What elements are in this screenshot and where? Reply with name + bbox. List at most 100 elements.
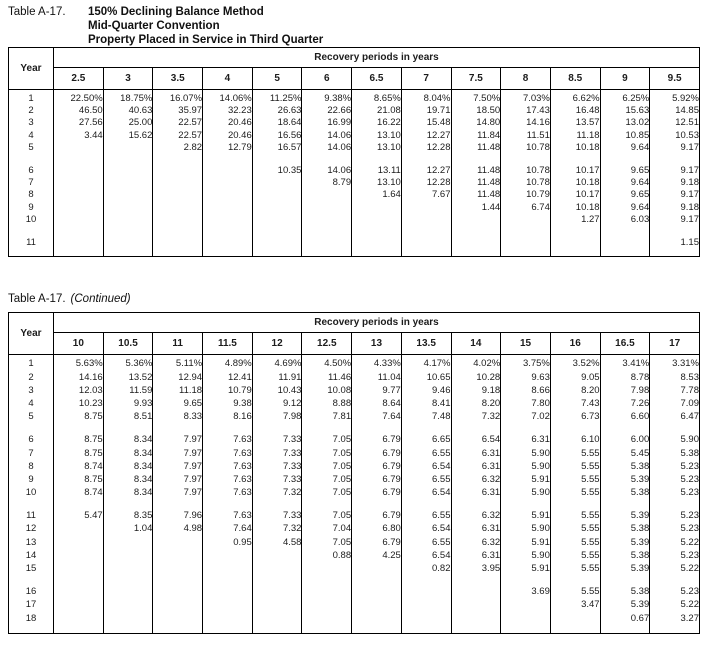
spacer-cell (152, 423, 204, 434)
value-cell: 9.05 (549, 370, 601, 385)
value-cell: 14.06% (202, 92, 253, 105)
spacer-cell (102, 226, 154, 237)
value-cell (102, 236, 154, 249)
value-cell: 22.57 (152, 129, 204, 143)
spacer-cell (53, 625, 104, 634)
value-cell: 15.48 (400, 117, 452, 130)
value-cell: 14.16 (53, 370, 104, 385)
spacer-cell (251, 499, 303, 510)
value-cell (301, 236, 353, 249)
spacer-cell (251, 625, 303, 634)
spacer-cell (301, 226, 353, 237)
value-cell: 5.55 (549, 562, 601, 576)
value-cell: 7.63 (202, 433, 253, 447)
value-cell (301, 611, 353, 626)
value-cell: 7.48 (400, 410, 452, 424)
value-cell: 7.63 (202, 473, 253, 487)
value-cell: 5.22 (649, 536, 700, 550)
value-cell: 5.55 (549, 486, 601, 500)
table-row: 5 8.75 8.51 8.33 8.16 7.98 7.81 7.64 7.48 7.32 7.0… (8, 410, 700, 424)
table-row: 11 1.15 (8, 236, 700, 249)
spacer-cell (202, 248, 253, 257)
period-column-header: 12 (251, 332, 303, 356)
spacer-cell (549, 248, 601, 257)
year-cell: 10 (8, 486, 54, 500)
value-cell (450, 236, 502, 249)
value-cell: 10.35 (251, 164, 303, 177)
period-column-header: 5 (251, 67, 303, 90)
spacer-cell (102, 423, 154, 434)
value-cell: 5.22 (649, 598, 700, 612)
value-cell: 6.79 (351, 433, 402, 447)
value-cell: 5.45 (599, 446, 651, 461)
table-row: 9 8.75 8.34 7.97 7.63 7.33 7.05 6.79 6.55 6.32 5.9… (8, 473, 700, 487)
value-cell (152, 611, 204, 626)
value-cell (351, 611, 402, 626)
table1-title-line3: Property Placed in Service in Third Quar… (88, 34, 324, 46)
value-cell (152, 164, 204, 177)
value-cell: 9.18 (450, 384, 502, 398)
value-cell: 4.25 (351, 549, 402, 563)
value-cell: 26.63 (251, 104, 303, 118)
value-cell: 9.77 (351, 384, 402, 398)
value-cell: 5.90 (500, 549, 551, 563)
value-cell: 8.64 (351, 397, 402, 411)
value-cell: 6.74 (500, 201, 551, 215)
value-cell: 12.51 (649, 117, 700, 130)
value-cell: 9.17 (649, 189, 700, 202)
value-cell (251, 201, 303, 215)
value-cell (53, 549, 104, 563)
table1-label: Table A-17. (8, 6, 66, 18)
value-cell: 7.05 (301, 486, 353, 500)
value-cell: 6.31 (500, 433, 551, 447)
value-cell (450, 598, 502, 612)
table2-caption: Table A-17. (Continued) (8, 287, 703, 306)
value-cell: 6.79 (351, 536, 402, 550)
value-cell: 3.47 (549, 598, 601, 612)
value-cell: 7.63 (202, 486, 253, 500)
spacer-cell (649, 625, 700, 634)
spacer-cell (450, 499, 502, 510)
value-cell: 11.59 (102, 384, 154, 398)
table-row: 13 0.95 4.58 7.05 6.79 6.55 6.32 5.91 5.55 5.39 5.… (8, 536, 700, 550)
value-cell: 12.28 (400, 142, 452, 155)
value-cell (53, 189, 104, 202)
value-cell: 6.31 (450, 446, 502, 461)
value-cell (400, 598, 452, 612)
table-row: 15 0.82 3.95 5.91 5.55 5.39 5.22 (8, 562, 700, 576)
value-cell: 11.18 (549, 129, 601, 143)
year-cell: 7 (8, 446, 54, 461)
value-cell: 7.09 (649, 397, 700, 411)
year-cell: 5 (8, 410, 54, 424)
value-cell: 6.60 (599, 410, 651, 424)
value-cell (102, 164, 154, 177)
value-cell (53, 142, 104, 155)
period-column-header: 9 (599, 67, 651, 90)
spacer-cell (599, 423, 651, 434)
spacer-cell (599, 499, 651, 510)
spacer-cell (251, 423, 303, 434)
value-cell: 9.17 (649, 142, 700, 155)
value-cell (251, 598, 303, 612)
value-cell: 5.90 (500, 486, 551, 500)
value-cell: 5.91 (500, 536, 551, 550)
value-cell (251, 562, 303, 576)
spacer-cell (599, 226, 651, 237)
value-cell: 7.43 (549, 397, 601, 411)
value-cell: 2.82 (152, 142, 204, 155)
value-cell: 5.23 (649, 509, 700, 523)
value-cell: 6.55 (400, 446, 452, 461)
value-cell: 5.23 (649, 585, 700, 599)
value-cell: 20.46 (202, 129, 253, 143)
year-cell: 8 (8, 189, 54, 202)
spacer-cell (500, 423, 551, 434)
value-cell (152, 201, 204, 215)
period-column-header: 10 (53, 332, 104, 356)
spacer-cell (202, 154, 253, 165)
value-cell: 5.39 (599, 562, 651, 576)
spacer-cell (400, 575, 452, 586)
value-cell (102, 598, 154, 612)
value-cell: 21.08 (351, 104, 402, 118)
spacer-cell (251, 226, 303, 237)
year-cell: 16 (8, 585, 54, 599)
